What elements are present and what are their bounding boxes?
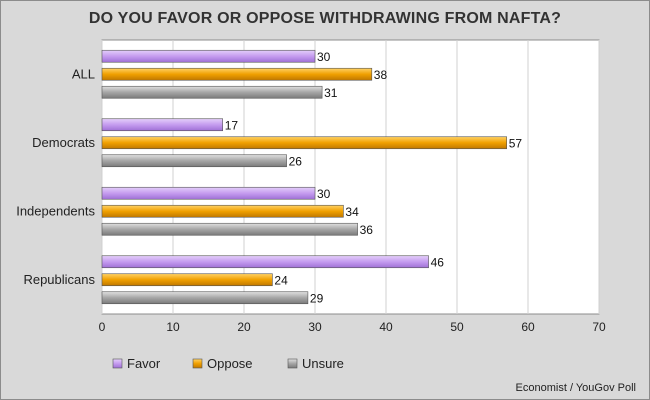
x-tick-label: 10 (166, 320, 180, 334)
data-label-all-unsure: 31 (324, 86, 338, 100)
legend-label-favor: Favor (127, 356, 161, 371)
legend-swatch-oppose (192, 358, 203, 369)
data-label-all-oppose: 38 (374, 68, 388, 82)
bar-all-favor (101, 49, 316, 63)
category-label-democrats: Democrats (32, 135, 95, 150)
source-note: Economist / YouGov Poll (515, 382, 636, 394)
x-tick-labels: 0 10 20 30 40 50 60 70 (99, 320, 606, 334)
legend-label-unsure: Unsure (302, 356, 344, 371)
data-label-democrats-favor: 17 (225, 118, 239, 132)
x-tick-label: 40 (379, 320, 393, 334)
x-tick-label: 20 (237, 320, 251, 334)
bar-republicans-favor (101, 255, 429, 269)
bar-independents-oppose (101, 204, 344, 218)
bar-republicans-unsure (101, 291, 309, 305)
bar-democrats-unsure (101, 154, 287, 168)
bar-all-oppose (101, 67, 373, 81)
grid-lines (101, 40, 600, 314)
legend-swatch-favor (112, 358, 123, 369)
bar-democrats-oppose (101, 136, 508, 150)
x-tick-label: 0 (99, 320, 106, 334)
chart-title: DO YOU FAVOR OR OPPOSE WITHDRAWING FROM … (88, 10, 562, 27)
data-label-all-favor: 30 (317, 50, 331, 64)
bar-democrats-favor (101, 118, 223, 132)
data-label-democrats-unsure: 26 (289, 154, 303, 168)
bar-independents-favor (101, 186, 316, 200)
data-label-independents-unsure: 36 (360, 223, 374, 237)
data-label-independents-favor: 30 (317, 187, 331, 201)
data-label-independents-oppose: 34 (345, 205, 359, 219)
legend: Favor Oppose Unsure (112, 356, 344, 371)
data-label-republicans-favor: 46 (431, 255, 445, 269)
x-tick-label: 60 (521, 320, 535, 334)
category-labels: ALL Democrats Independents Republicans (16, 66, 95, 287)
x-tick-label: 30 (308, 320, 322, 334)
category-label-republicans: Republicans (23, 272, 95, 287)
data-label-republicans-oppose: 24 (274, 273, 288, 287)
legend-label-oppose: Oppose (207, 356, 253, 371)
category-label-all: ALL (72, 66, 95, 81)
plot-area (101, 39, 600, 315)
bar-independents-unsure (101, 222, 358, 236)
x-tick-label: 50 (450, 320, 464, 334)
bars (101, 49, 508, 305)
bar-all-unsure (101, 85, 323, 99)
data-label-republicans-unsure: 29 (310, 291, 324, 305)
data-label-democrats-oppose: 57 (509, 136, 523, 150)
legend-swatch-unsure (287, 358, 298, 369)
category-label-independents: Independents (16, 203, 95, 218)
x-tick-label: 70 (592, 320, 606, 334)
bar-republicans-oppose (101, 273, 273, 287)
